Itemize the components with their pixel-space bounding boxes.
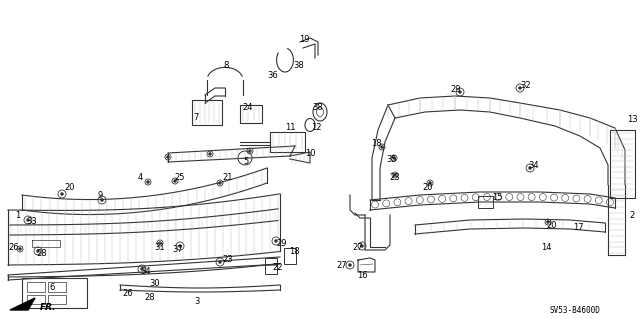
Circle shape [147,181,150,183]
Text: 27: 27 [353,242,364,251]
Text: 28: 28 [145,293,156,302]
Text: 8: 8 [223,61,228,70]
Bar [48,282,66,292]
Circle shape [159,241,161,244]
Text: 36: 36 [268,70,278,79]
Text: 7: 7 [193,114,198,122]
Text: 38: 38 [294,61,305,70]
Text: 27: 27 [337,261,348,270]
Circle shape [218,182,221,184]
Circle shape [458,91,461,93]
Circle shape [218,261,221,263]
Bar [27,295,45,304]
Text: 18: 18 [371,138,381,147]
Bar [610,130,635,198]
Bar [240,105,262,123]
Text: 10: 10 [305,149,316,158]
Circle shape [26,219,29,221]
Text: 23: 23 [223,256,234,264]
Text: 20: 20 [65,183,76,192]
Text: 19: 19 [299,35,309,44]
Text: FR.: FR. [40,302,56,311]
Circle shape [394,174,397,176]
Text: 11: 11 [285,123,295,132]
Circle shape [19,248,22,250]
Text: 32: 32 [521,80,531,90]
Text: 20: 20 [423,182,433,191]
Bar [265,258,277,274]
Circle shape [166,155,170,159]
Bar [22,278,87,308]
Text: 14: 14 [541,243,551,253]
Text: 24: 24 [243,103,253,113]
Text: 9: 9 [97,190,102,199]
Bar [192,100,222,125]
Circle shape [173,180,177,182]
Text: 21: 21 [223,174,233,182]
Bar [27,282,45,292]
Bar [48,295,66,304]
Circle shape [36,249,40,253]
Circle shape [179,244,182,248]
Circle shape [100,198,104,202]
Text: 26: 26 [9,243,19,253]
Circle shape [529,167,531,169]
Bar [478,196,493,208]
Text: 30: 30 [150,278,160,287]
Text: 22: 22 [273,263,284,271]
Circle shape [547,220,550,224]
Text: 38: 38 [312,103,323,113]
Polygon shape [10,298,35,310]
Text: 20: 20 [547,220,557,229]
Text: 28: 28 [36,249,47,258]
Text: SV53-B4600D: SV53-B4600D [549,306,600,315]
Text: 37: 37 [173,246,184,255]
Text: 4: 4 [138,173,143,182]
Text: 16: 16 [356,271,367,279]
Text: 5: 5 [243,158,248,167]
Text: 15: 15 [492,192,502,202]
Circle shape [209,152,211,155]
Text: 12: 12 [311,123,321,132]
Text: 17: 17 [573,224,583,233]
Text: 35: 35 [387,155,397,165]
Text: 26: 26 [123,288,133,298]
Text: 31: 31 [155,242,165,251]
Text: 1: 1 [15,211,20,219]
Text: 6: 6 [49,283,54,292]
Text: 33: 33 [27,218,37,226]
Text: 13: 13 [627,115,637,124]
Text: 3: 3 [195,298,200,307]
Text: 34: 34 [141,268,151,277]
Circle shape [141,268,143,271]
Text: 23: 23 [390,174,400,182]
Circle shape [518,86,522,90]
Text: 2: 2 [629,211,635,219]
Text: 18: 18 [289,248,300,256]
Circle shape [61,192,63,196]
Text: 25: 25 [175,174,185,182]
Circle shape [248,150,252,152]
Text: 29: 29 [451,85,461,94]
Circle shape [275,240,278,242]
Circle shape [349,263,351,266]
Text: 29: 29 [276,239,287,248]
Bar [284,248,296,264]
Circle shape [429,182,431,184]
Bar [270,132,305,152]
Circle shape [392,157,396,160]
Text: 34: 34 [529,160,540,169]
Circle shape [360,244,364,248]
Circle shape [381,145,383,149]
